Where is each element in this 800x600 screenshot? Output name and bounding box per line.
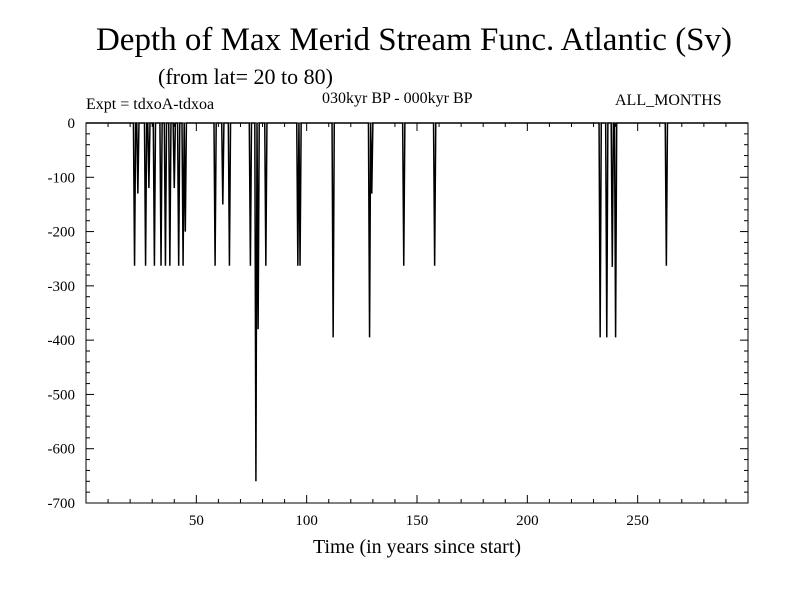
x-tick-label: 100 — [295, 513, 318, 529]
y-tick-label: -400 — [48, 333, 76, 349]
series-layer — [86, 122, 748, 482]
y-tick-label: -300 — [48, 279, 76, 295]
x-tick-label: 150 — [406, 513, 429, 529]
axis-tick-labels: 50 100 150 200 250 0 -100 -200 -300 -400 -500 -600 -… — [48, 116, 649, 529]
period-label: 030kyr BP - 000kyr BP — [322, 90, 473, 107]
chart-subtitle: (from lat= 20 to 80) — [158, 64, 333, 89]
x-axis-label: Time (in years since start) — [312, 536, 522, 558]
y-tick-label: -700 — [48, 496, 76, 512]
y-tick-label: 0 — [68, 116, 76, 132]
chart-title: Depth of Max Merid Stream Func. Atlantic… — [95, 22, 733, 58]
y-tick-label: -600 — [48, 442, 76, 458]
y-tick-label: -500 — [48, 387, 76, 403]
y-tick-label: -100 — [48, 170, 76, 186]
series-line — [86, 122, 748, 482]
experiment-label: Expt = tdxoA-tdxoa — [86, 96, 215, 113]
x-tick-label: 50 — [189, 513, 204, 529]
months-label: ALL_MONTHS — [615, 92, 722, 109]
y-tick-label: -200 — [48, 225, 76, 241]
x-tick-label: 250 — [626, 513, 649, 529]
x-tick-label: 200 — [516, 513, 539, 529]
axis-ticks — [86, 123, 748, 503]
